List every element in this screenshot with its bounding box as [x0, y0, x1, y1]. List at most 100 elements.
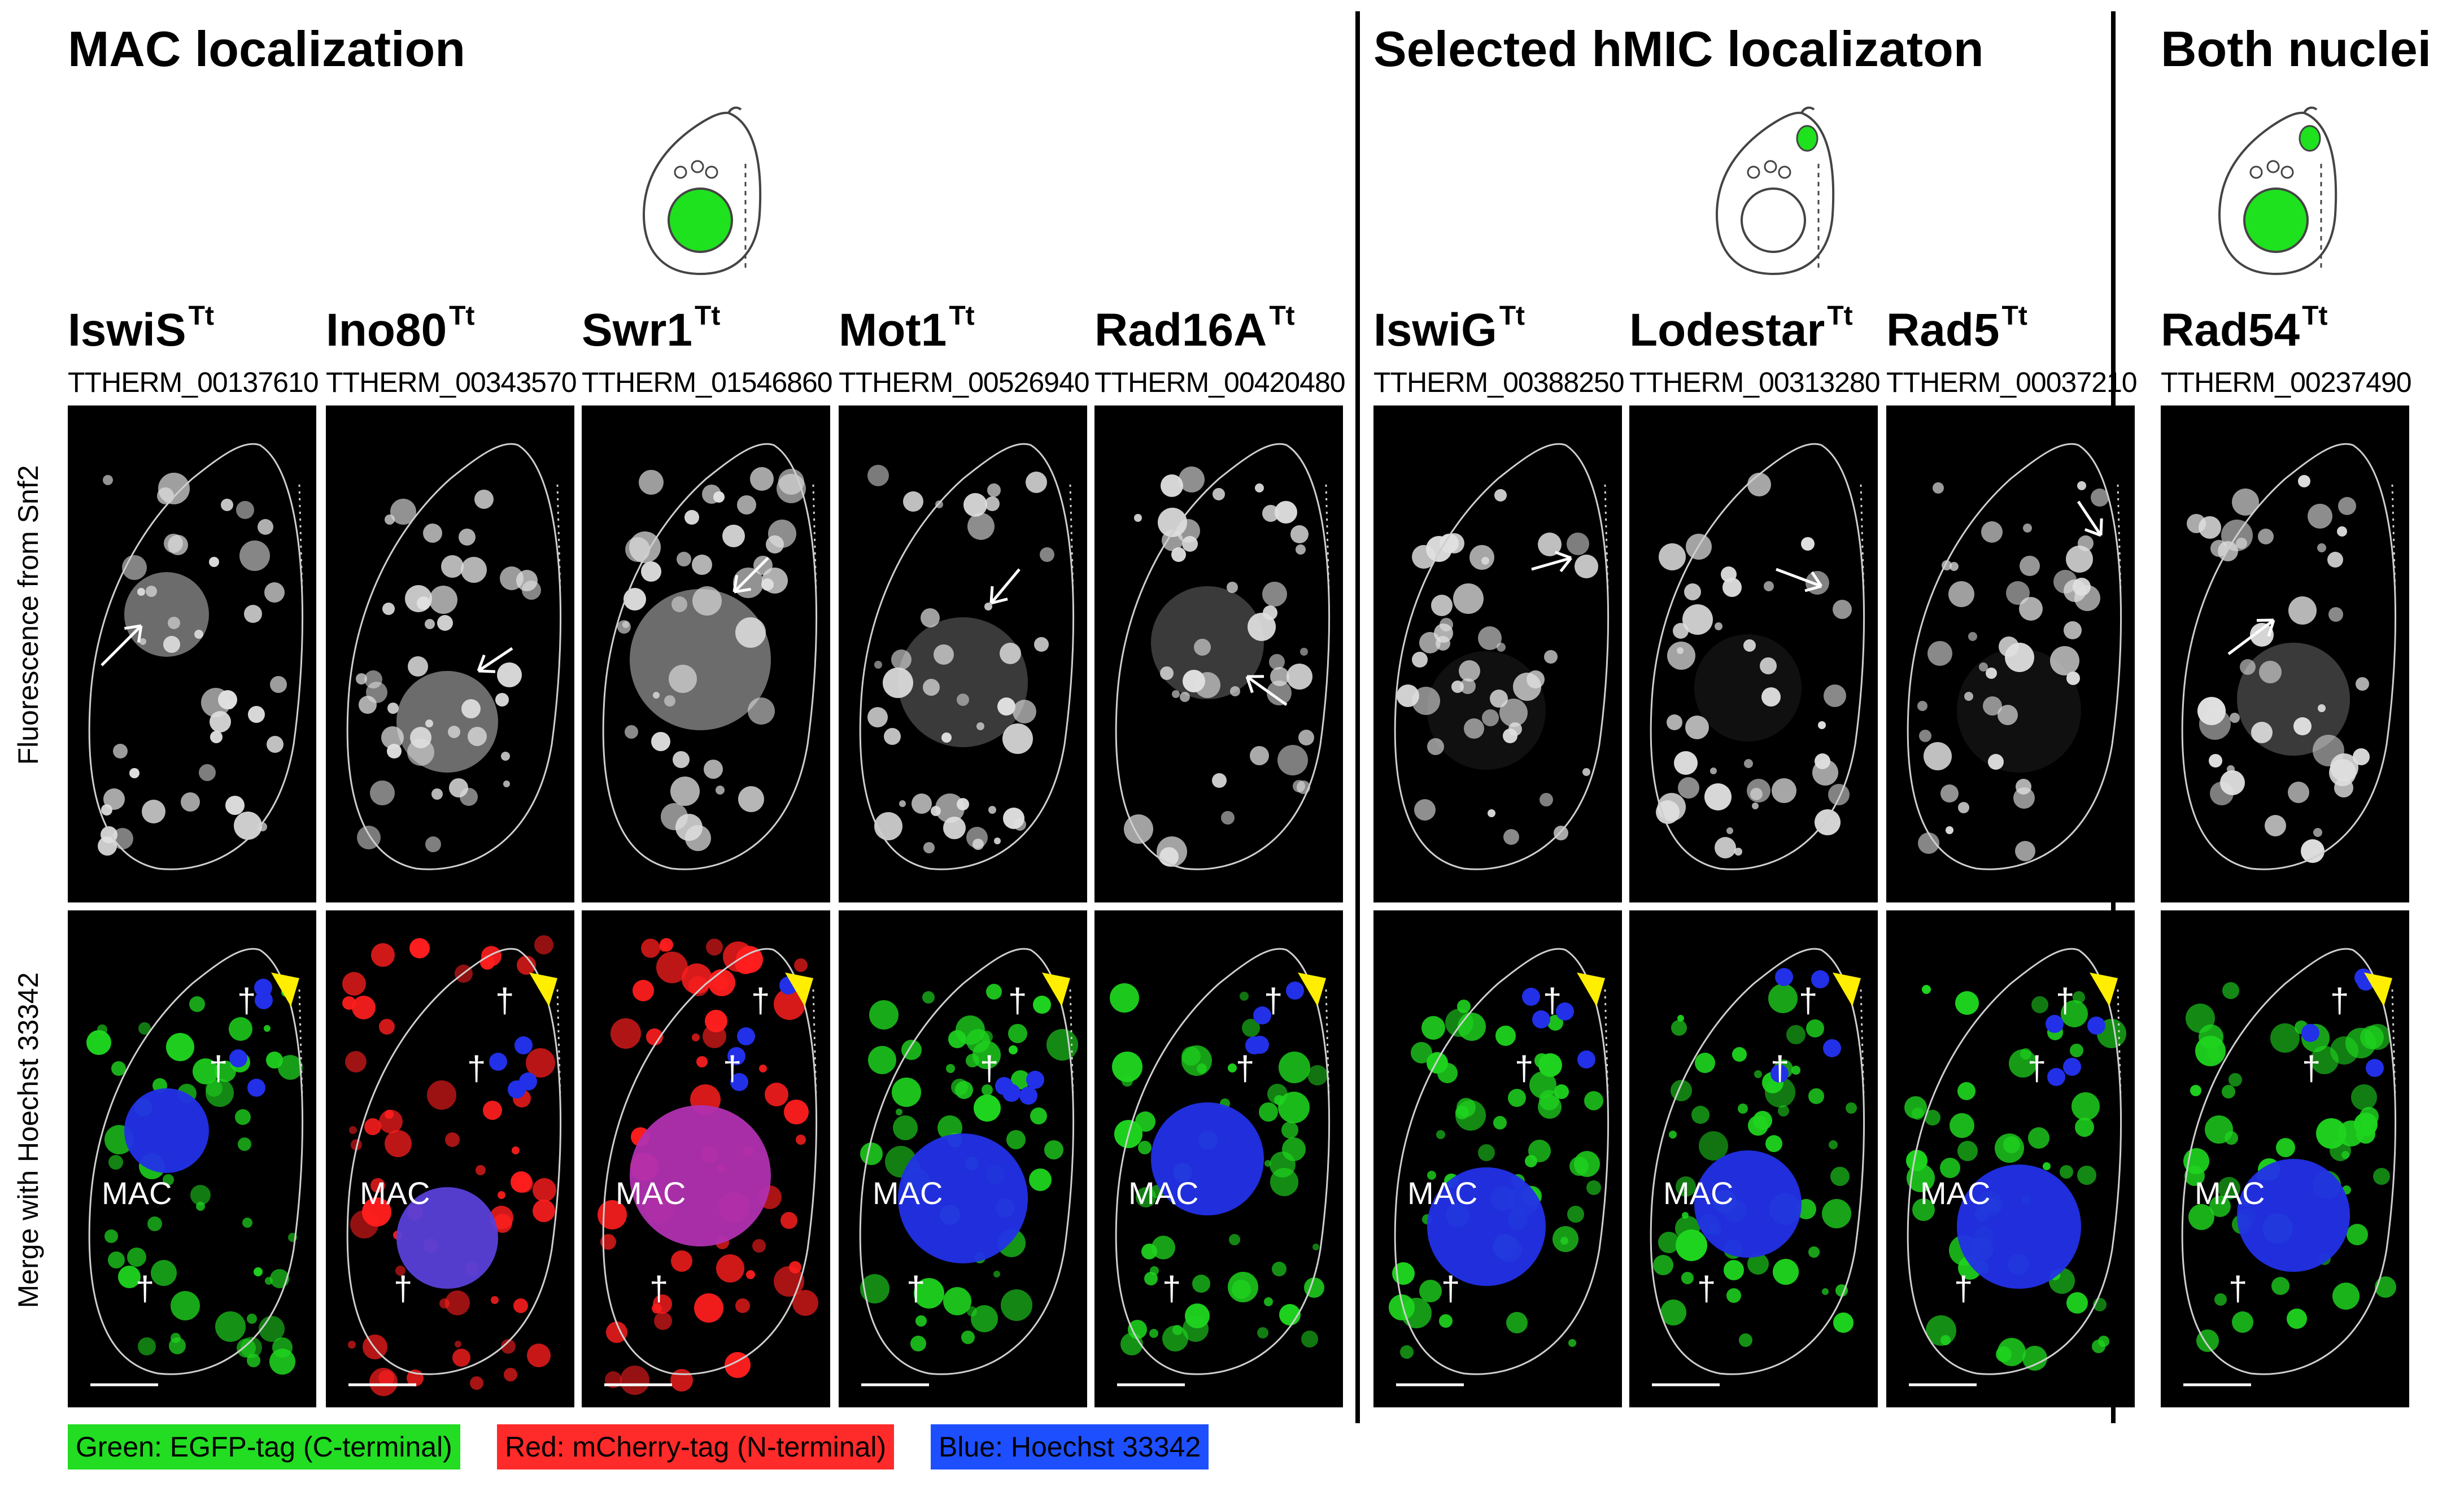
fluorescent-vesicle	[1212, 773, 1227, 788]
fluorescent-vesicle	[659, 943, 668, 952]
fluorescent-vesicle	[765, 1083, 788, 1106]
micronucleus	[1823, 1039, 1841, 1057]
fluorescent-vesicle	[157, 487, 174, 504]
fluorescent-vesicle	[1426, 536, 1452, 562]
fluorescent-vesicle	[684, 510, 699, 525]
fluorescent-vesicle	[1715, 837, 1736, 858]
fluorescent-vesicle	[1464, 718, 1484, 739]
fluorescent-vesicle	[1009, 1045, 1018, 1054]
micronucleus	[255, 991, 273, 1009]
fluorescent-vesicle	[258, 519, 273, 535]
fluorescent-vesicle	[1658, 793, 1686, 821]
fluorescent-vesicle	[1726, 1288, 1741, 1303]
fluorescent-vesicle	[1277, 745, 1308, 775]
dagger-mark: †	[2302, 1049, 2321, 1087]
fluorescent-vesicle	[2345, 1028, 2376, 1058]
fluorescent-vesicle	[429, 586, 457, 614]
micronucleus	[1577, 1050, 1595, 1069]
fluorescent-vesicle	[168, 535, 188, 555]
fluorescent-vesicle	[912, 793, 932, 814]
fluorescent-vesicle	[1981, 521, 2003, 543]
fluorescent-vesicle	[483, 1101, 502, 1120]
fluorescent-vesicle	[408, 656, 428, 677]
fluorescent-vesicle	[1312, 1244, 1319, 1250]
fluorescent-vesicle	[138, 1337, 156, 1355]
fluorescent-vesicle	[190, 1185, 211, 1205]
fluorescent-vesicle	[2031, 996, 2048, 1013]
fluorescent-vesicle	[1538, 533, 1562, 556]
fluorescent-vesicle	[1924, 742, 1952, 770]
fluorescent-vesicle	[685, 825, 711, 851]
row-label-fluorescence: Fluorescence from Snf2	[12, 465, 44, 765]
fluorescent-vesicle	[1172, 690, 1180, 698]
micronucleus	[1019, 1087, 1037, 1105]
merge-panel: † † † MAC	[326, 910, 574, 1407]
fluorescent-vesicle	[1278, 1092, 1310, 1123]
fluorescent-vesicle	[735, 617, 766, 648]
fluorescent-vesicle	[2270, 1023, 2300, 1053]
fluorescent-vesicle	[108, 1251, 125, 1268]
fluorescent-vesicle	[671, 596, 687, 612]
macronucleus	[1694, 1150, 1802, 1258]
fluorescent-vesicle	[264, 1025, 271, 1032]
fluorescent-vesicle	[2222, 1085, 2235, 1098]
fluorescent-vesicle	[387, 703, 399, 714]
fluorescent-vesicle	[633, 980, 654, 1001]
yellow-arrowhead-icon	[2364, 973, 2392, 1006]
fluorescent-vesicle	[497, 662, 522, 687]
fluorescent-vesicle	[1567, 533, 1589, 555]
fluorescent-vesicle	[1540, 793, 1553, 806]
fluorescent-vesicle	[694, 1293, 723, 1323]
fluorescent-vesicle	[455, 1341, 461, 1348]
fluorescent-vesicle	[235, 1109, 251, 1125]
fluorescent-vesicle	[425, 836, 441, 852]
fluorescent-vesicle	[692, 1034, 700, 1041]
cell-outline	[1907, 948, 2122, 1375]
fluorescent-vesicle	[1567, 1206, 1584, 1223]
fluorescent-vesicle	[1659, 543, 1686, 570]
fluorescent-vesicle	[1738, 1104, 1748, 1114]
fluorescent-vesicle	[395, 1266, 405, 1276]
fluorescent-vesicle	[1436, 636, 1450, 651]
yellow-arrowhead-icon	[785, 973, 813, 1006]
section-title-hmic-localization: Selected hMIC localizaton	[1373, 21, 1984, 77]
fluorescent-vesicle	[1134, 514, 1142, 522]
fluorescent-vesicle	[2310, 1046, 2339, 1074]
fluorescent-vesicle	[774, 988, 805, 1020]
fluorescent-vesicle	[982, 1084, 993, 1096]
micronucleus	[519, 1072, 537, 1091]
cell-outline	[1650, 443, 1865, 870]
macronucleus	[124, 1088, 209, 1173]
fluorescent-vesicle	[1459, 660, 1480, 682]
merge-panel: † † † MAC	[2161, 910, 2409, 1407]
nucleus	[898, 617, 1028, 747]
fluorescent-vesicle	[1829, 1140, 1838, 1149]
fluorescent-vesicle	[2190, 1085, 2201, 1096]
fluorescent-vesicle	[1194, 672, 1220, 698]
fluorescent-vesicle	[2287, 1309, 2307, 1329]
fluorescent-vesicle	[1412, 687, 1440, 715]
oral-apparatus-line	[556, 484, 561, 592]
fluorescent-vesicle	[348, 1341, 356, 1349]
fluorescent-vesicle	[1181, 1046, 1201, 1066]
fluorescent-vesicle	[1752, 803, 1759, 809]
fluorescent-vesicle	[2356, 1124, 2375, 1144]
fluorescent-vesicle	[893, 1115, 918, 1140]
fluorescent-vesicle	[459, 529, 476, 546]
mac-label: MAC	[1920, 1175, 1990, 1211]
micronucleus	[1775, 968, 1793, 986]
cell-outline	[346, 443, 562, 870]
nucleus	[1957, 648, 2081, 773]
fluorescence-panel	[68, 405, 316, 902]
fluorescent-vesicle	[2066, 1292, 2088, 1314]
fluorescent-vesicle	[943, 1287, 971, 1315]
fluorescent-vesicle	[677, 552, 691, 566]
fluorescent-vesicle	[1677, 1015, 1684, 1022]
fluorescent-vesicle	[738, 786, 764, 812]
fluorescent-vesicle	[1029, 1168, 1052, 1191]
fluorescent-vesicle	[1815, 809, 1841, 835]
fluorescent-vesicle	[623, 588, 646, 611]
fluorescent-vesicle	[1264, 1297, 1273, 1306]
cell-outline	[1115, 443, 1331, 870]
fluorescent-vesicle	[168, 617, 180, 629]
